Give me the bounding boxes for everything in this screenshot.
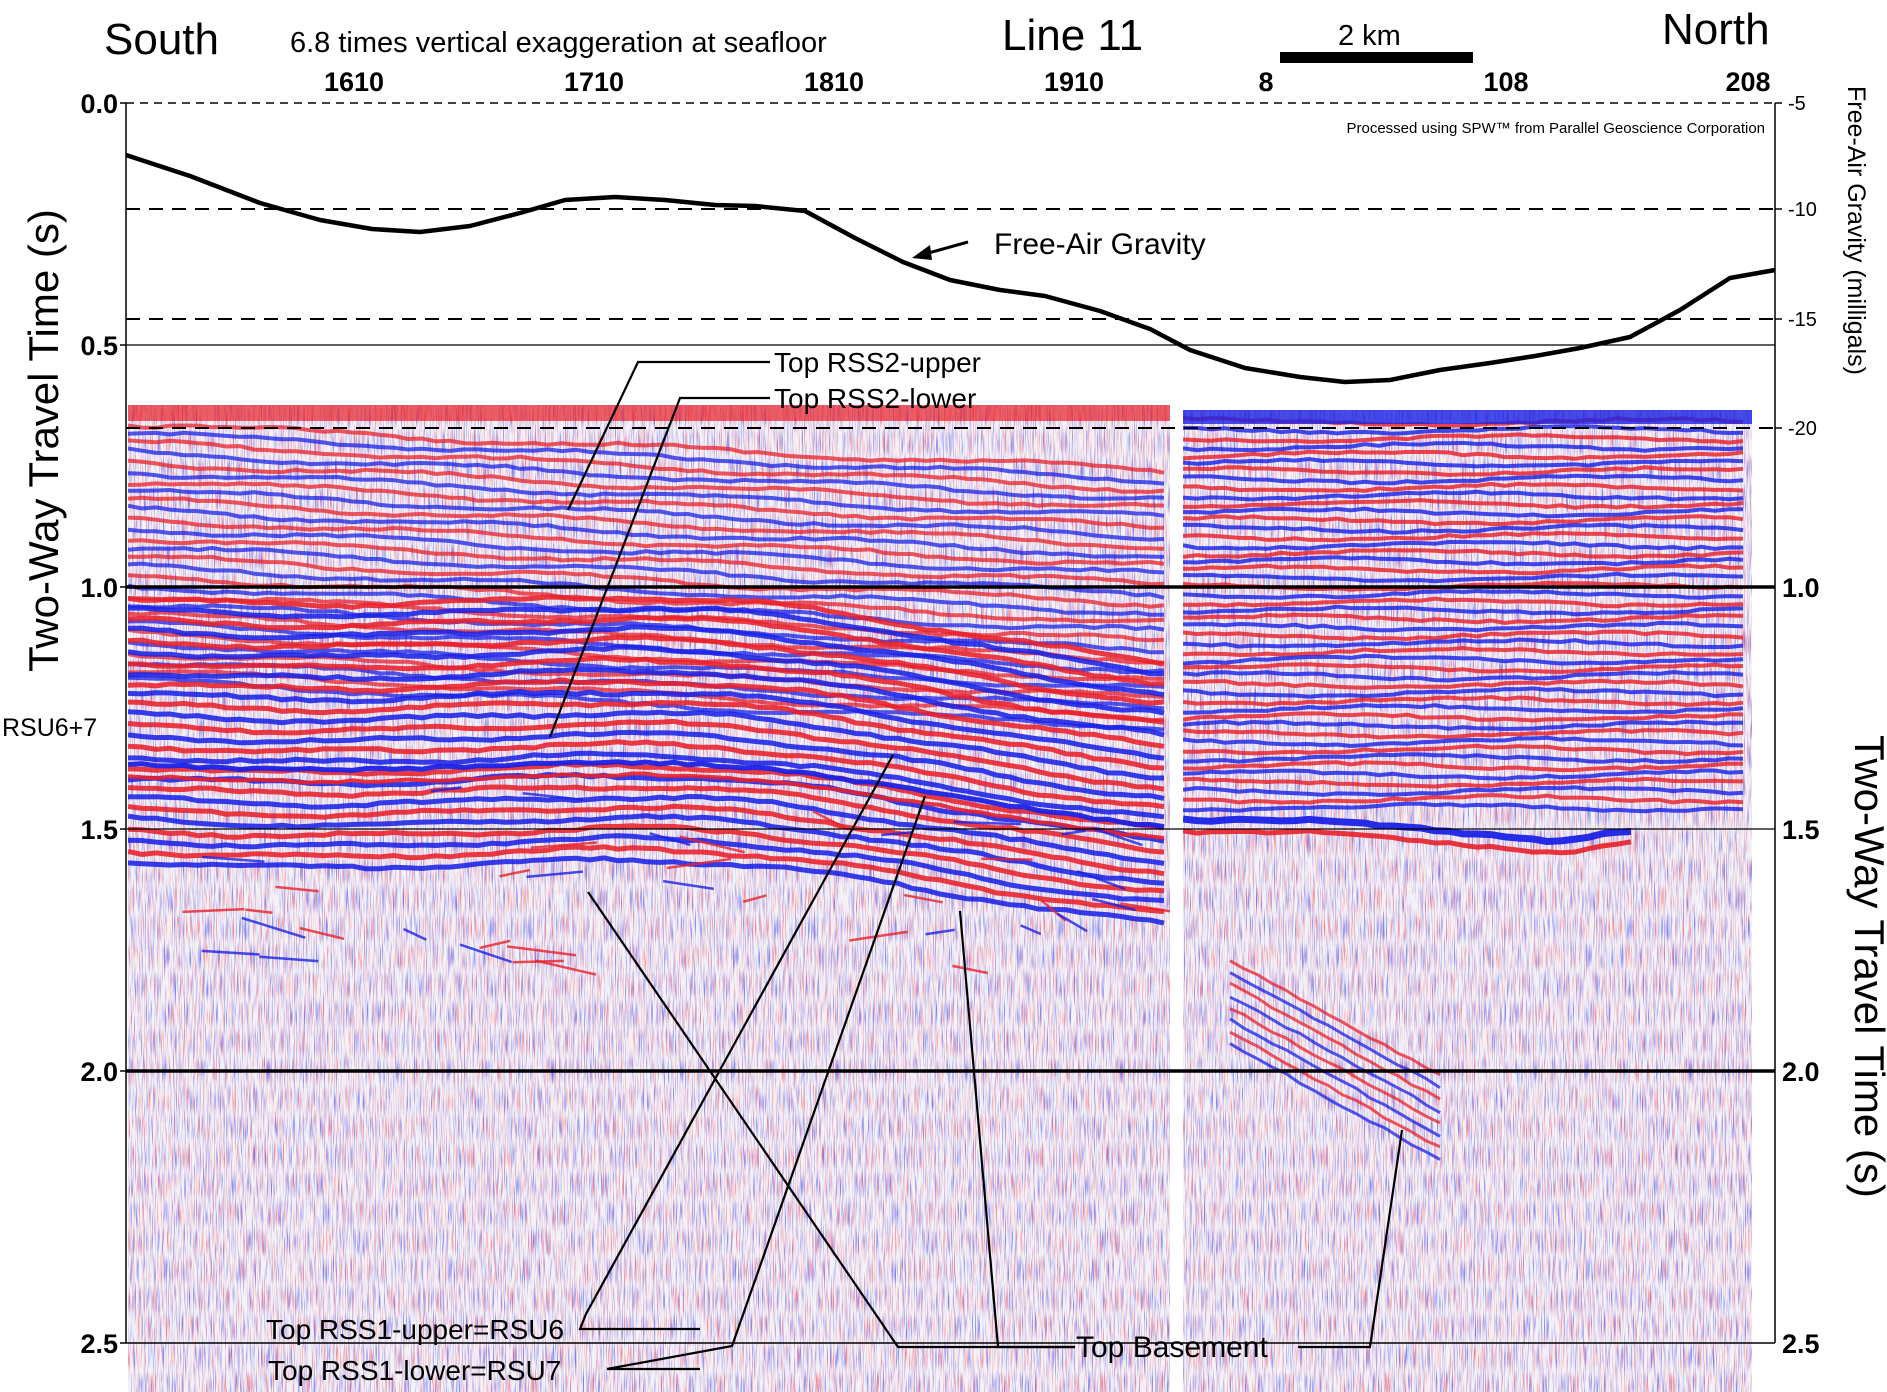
left-tick-label: 0.5 [80,331,118,361]
shotpoint-label: 1910 [1044,67,1104,97]
gravity-tick-label: -15 [1788,309,1817,331]
scale-bar [1280,52,1473,63]
gravity-axis-title: Free-Air Gravity (milligals) [1842,86,1870,375]
shotpoint-label: 1710 [564,67,624,97]
scale-label: 2 km [1338,20,1401,52]
label-top-basement: Top Basement [1076,1331,1268,1364]
right-tick-label: 1.5 [1782,815,1820,845]
label-top-rss2-lower: Top RSS2-lower [774,383,976,414]
right-tick-label: 2.0 [1782,1057,1820,1087]
left-tick-label: 0.0 [80,89,118,119]
gravity-tick-label: -5 [1788,93,1806,115]
left-tick-label: 1.5 [80,815,118,845]
gravity-curve-label: Free-Air Gravity [994,228,1206,261]
processing-credit: Processed using SPW™ from Parallel Geosc… [1346,120,1765,137]
south-label: South [104,15,219,64]
left-tick-label: 2.0 [80,1057,118,1087]
exaggeration-note: 6.8 times vertical exaggeration at seafl… [290,27,827,59]
north-label: North [1662,5,1770,54]
label-top-rss2-upper: Top RSS2-upper [774,347,981,378]
shotpoint-label: 1610 [324,67,384,97]
shotpoint-label: 108 [1483,67,1528,97]
right-tick-label: 1.0 [1782,573,1820,603]
gravity-tick-label: -10 [1788,199,1817,221]
leader-lines [548,360,1404,1371]
left-tick-label: 2.5 [80,1329,118,1359]
right-axis-title: Two-Way Travel Time (s) [1846,735,1887,1198]
label-top-rss1-upper: Top RSS1-upper=RSU6 [266,1314,564,1345]
right-tick-label: 2.5 [1782,1329,1820,1359]
seismic-section-north [1183,410,1752,1392]
left-axis-title: Two-Way Travel Time (s) [20,209,67,672]
gravity-label-arrow [912,240,969,260]
line-title: Line 11 [1002,11,1143,60]
left-tick-label: 1.0 [80,573,118,603]
gravity-tick-label: -20 [1788,418,1817,440]
label-rsu6-7: RSU6+7 [2,714,97,742]
shotpoint-label: 208 [1725,67,1770,97]
label-top-rss1-lower: Top RSS1-lower=RSU7 [268,1355,561,1386]
plot-frame [125,102,1776,1344]
free-air-gravity-curve [125,152,1776,385]
shotpoint-label: 1810 [804,67,864,97]
shotpoint-label: 8 [1258,67,1273,97]
seismic-section-south [128,405,1170,1392]
